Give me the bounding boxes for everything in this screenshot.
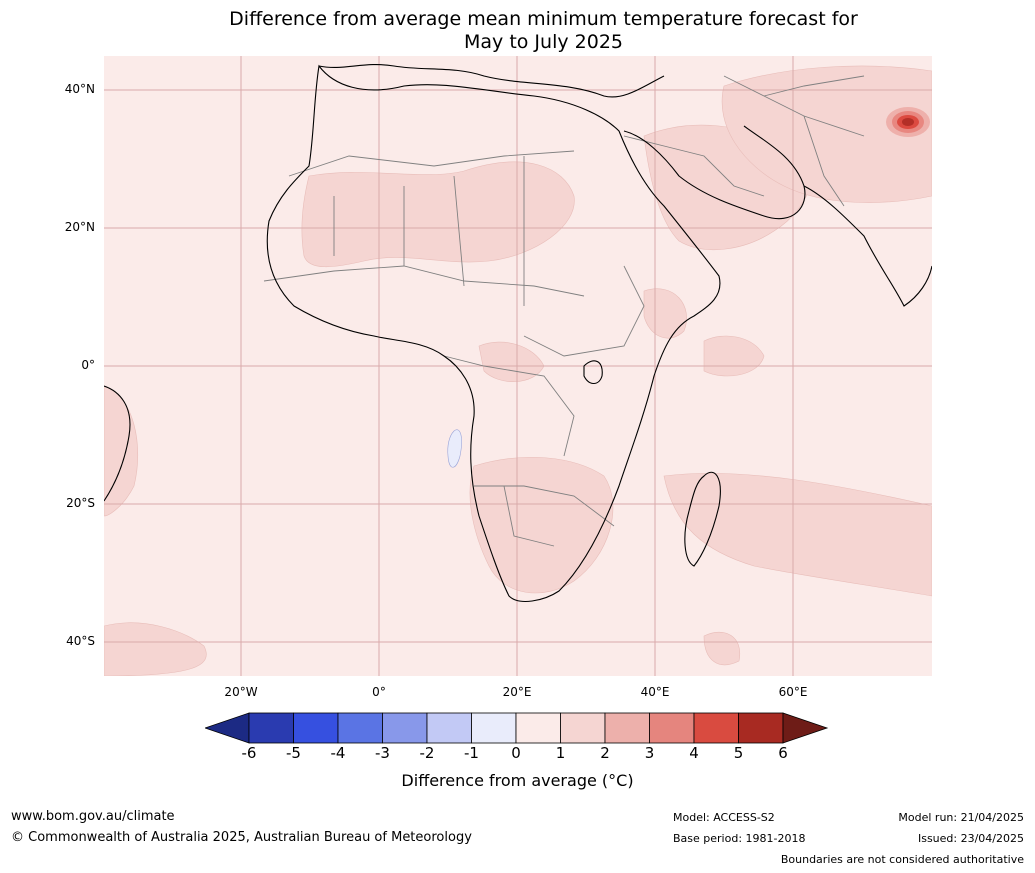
title-line-2: May to July 2025 bbox=[464, 31, 623, 53]
colorbar-label: Difference from average (°C) bbox=[401, 771, 634, 790]
footer-website: www.bom.gov.au/climate bbox=[11, 809, 175, 824]
lon-label-0: 0° bbox=[372, 685, 386, 699]
border-north-africa bbox=[288, 150, 575, 177]
forecast-map bbox=[104, 56, 932, 676]
footer-disclaimer: Boundaries are not considered authoritat… bbox=[780, 853, 1024, 866]
colorbar-extend-high bbox=[782, 712, 829, 744]
border-east-africa bbox=[523, 265, 645, 357]
colorbar-segment bbox=[649, 712, 695, 744]
lat-label-0: 0° bbox=[81, 358, 95, 372]
colorbar-segment bbox=[560, 712, 606, 744]
hotspot-anomaly bbox=[886, 107, 930, 137]
lat-label-40s: 40°S bbox=[66, 634, 95, 648]
india-coastline bbox=[803, 185, 932, 307]
lat-label-20n: 20°N bbox=[64, 220, 95, 234]
colorbar-segment bbox=[382, 712, 428, 744]
colorbar-tick-label: 3 bbox=[644, 744, 655, 762]
southern-africa-anomaly bbox=[469, 457, 614, 594]
sahara-anomaly bbox=[301, 161, 575, 268]
colorbar-segment bbox=[693, 712, 739, 744]
footer-copyright: © Commonwealth of Australia 2025, Austra… bbox=[11, 830, 472, 845]
footer-issued: Issued: 23/04/2025 bbox=[917, 832, 1024, 845]
lake-victoria-coastline bbox=[583, 360, 603, 385]
south-ocean-anomaly bbox=[703, 631, 741, 666]
lon-label-20w: 20°W bbox=[224, 685, 258, 699]
border-sahel-horizontal bbox=[263, 265, 585, 297]
border-middle-east bbox=[623, 75, 865, 197]
colorbar-segment bbox=[471, 712, 517, 744]
border-southern-africa bbox=[474, 485, 615, 547]
footer-model: Model: ACCESS-S2 bbox=[673, 811, 775, 824]
south-america-coastline bbox=[104, 385, 131, 502]
country-borders bbox=[263, 75, 865, 547]
colorbar-tick-label: -2 bbox=[419, 744, 435, 762]
chart-title: Difference from average mean minimum tem… bbox=[0, 8, 1035, 54]
map-svg bbox=[104, 56, 932, 676]
border-south-asia bbox=[763, 75, 865, 207]
mediterranean-coastline bbox=[318, 64, 665, 98]
africa-coastline bbox=[266, 64, 721, 602]
colorbar-segment bbox=[293, 712, 339, 744]
colorbar-segment bbox=[738, 712, 784, 744]
hotspot-ring-5-6 bbox=[902, 118, 914, 126]
colorbar-tick-label: -5 bbox=[286, 744, 301, 762]
colorbar-tick-label: -4 bbox=[330, 744, 346, 762]
colorbar-segment bbox=[604, 712, 650, 744]
colorbar-tick-label: -3 bbox=[375, 744, 390, 762]
lon-label-60e: 60°E bbox=[778, 685, 808, 699]
footer-base-period: Base period: 1981-2018 bbox=[673, 832, 806, 845]
colorbar-tick-label: -1 bbox=[464, 744, 479, 762]
colorbar-segment bbox=[426, 712, 472, 744]
colorbar-tick-label: 6 bbox=[778, 744, 788, 762]
lon-label-40e: 40°E bbox=[640, 685, 670, 699]
lat-label-40n: 40°N bbox=[64, 82, 95, 96]
colorbar-extend-low bbox=[203, 712, 250, 744]
border-sahel-vertical bbox=[333, 156, 525, 306]
coastlines bbox=[104, 64, 932, 602]
madagascar-coastline bbox=[684, 471, 721, 567]
lat-label-20s: 20°S bbox=[66, 496, 95, 510]
border-central-africa bbox=[443, 355, 575, 457]
colorbar-tick-label: 5 bbox=[733, 744, 744, 762]
cool-anomaly-patch bbox=[447, 429, 462, 468]
colorbar-segment bbox=[248, 712, 294, 744]
southwest-atlantic-anomaly bbox=[104, 622, 207, 676]
colorbar-tick-label: 4 bbox=[689, 744, 699, 762]
colorbar-svg bbox=[203, 712, 829, 744]
title-line-1: Difference from average mean minimum tem… bbox=[229, 8, 858, 30]
arabia-coastline bbox=[623, 125, 806, 220]
colorbar-tick-label: 1 bbox=[555, 744, 566, 762]
colorbar-tick-label: 0 bbox=[511, 744, 521, 762]
central-asia-anomaly bbox=[721, 65, 932, 203]
colorbar-segment bbox=[337, 712, 383, 744]
colorbar bbox=[203, 711, 830, 745]
colorbar-tick-label: 2 bbox=[600, 744, 610, 762]
footer-model-run: Model run: 21/04/2025 bbox=[898, 811, 1024, 824]
colorbar-tick-label: -6 bbox=[241, 744, 257, 762]
lon-label-20e: 20°E bbox=[502, 685, 532, 699]
colorbar-segment bbox=[515, 712, 561, 744]
